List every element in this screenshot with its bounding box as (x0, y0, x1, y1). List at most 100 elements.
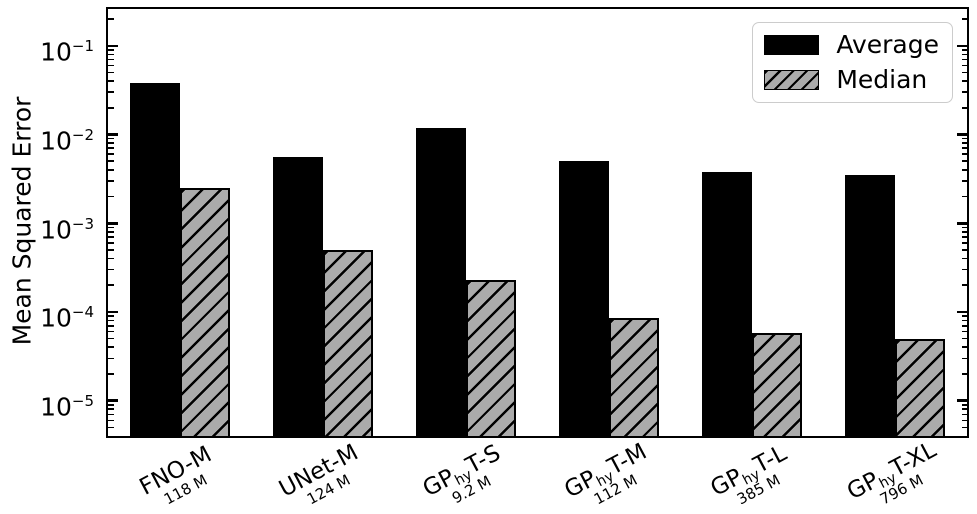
legend-swatch-average-icon (764, 35, 820, 55)
y-minor-tick (108, 71, 114, 74)
y-minor-tick (961, 419, 967, 422)
y-minor-tick (108, 160, 114, 163)
y-minor-tick (961, 160, 967, 163)
y-minor-tick (961, 257, 967, 260)
y-major-tick (957, 399, 967, 402)
y-minor-tick (961, 408, 967, 411)
y-minor-tick (108, 169, 114, 171)
bar-median-unet-m (322, 249, 373, 436)
y-minor-tick (108, 330, 114, 333)
legend-label-average: Average (836, 30, 939, 59)
y-minor-tick (961, 315, 967, 317)
y-minor-tick (108, 58, 114, 61)
bar-average-gphyt-s (415, 128, 466, 436)
y-tick-exponent: −1 (71, 37, 94, 56)
y-minor-tick (961, 80, 967, 82)
y-minor-tick (961, 413, 967, 416)
y-minor-tick (961, 403, 967, 406)
y-minor-tick (108, 231, 114, 233)
bar-median-fno-m (179, 187, 230, 436)
y-minor-tick (961, 147, 967, 150)
y-minor-tick (108, 426, 114, 429)
bar-median-gphyt-m (609, 318, 660, 436)
y-minor-tick (961, 249, 967, 251)
y-minor-tick (961, 142, 967, 144)
y-minor-tick (108, 403, 114, 406)
bar-average-unet-m (272, 156, 323, 436)
legend-label-median: Median (836, 65, 928, 94)
y-minor-tick (961, 324, 967, 327)
y-minor-tick (961, 319, 967, 322)
y-minor-tick (108, 249, 114, 251)
y-minor-tick (108, 147, 114, 150)
y-tick-label: 10−5 (40, 392, 94, 422)
y-minor-tick (108, 419, 114, 422)
y-major-tick (108, 44, 118, 48)
y-tick-exponent: −3 (71, 214, 94, 233)
y-major-tick (957, 310, 967, 314)
y-minor-tick (961, 195, 967, 198)
y-minor-tick (961, 107, 967, 109)
y-major-tick (108, 310, 118, 314)
legend-swatch-median-icon (764, 70, 820, 90)
y-minor-tick (961, 180, 967, 182)
y-tick-label: 10−1 (40, 37, 94, 67)
y-major-tick (108, 133, 118, 136)
plot-area: Average Median (106, 7, 969, 438)
y-major-tick (108, 399, 118, 402)
y-minor-tick (961, 53, 967, 56)
legend-item-average: Average (764, 32, 939, 58)
legend-item-median: Median (764, 67, 939, 93)
y-minor-tick (108, 53, 114, 56)
y-minor-tick (108, 337, 114, 340)
y-minor-tick (108, 91, 114, 93)
y-minor-tick (961, 153, 967, 155)
y-minor-tick (961, 268, 967, 271)
y-minor-tick (108, 64, 114, 67)
y-minor-tick (961, 231, 967, 233)
y-minor-tick (108, 236, 114, 238)
y-minor-tick (108, 107, 114, 109)
y-minor-tick (108, 226, 114, 229)
y-minor-tick (961, 284, 967, 287)
y-tick-label: 10−3 (40, 214, 94, 245)
y-tick-exponent: −4 (71, 303, 94, 322)
y-minor-tick (108, 153, 114, 155)
y-minor-tick (108, 142, 114, 144)
y-minor-tick (108, 49, 114, 51)
y-tick-exponent: −5 (71, 392, 94, 411)
bar-median-gphyt-s (465, 279, 516, 436)
y-minor-tick (961, 330, 967, 333)
y-minor-tick (961, 226, 967, 229)
bar-average-gphyt-l (702, 171, 753, 436)
y-minor-tick (108, 413, 114, 416)
y-tick-label: 10−4 (40, 303, 94, 333)
y-major-tick (957, 221, 967, 225)
y-minor-tick (961, 137, 967, 140)
y-major-tick (957, 44, 967, 48)
bar-average-fno-m (129, 83, 180, 436)
y-minor-tick (108, 324, 114, 327)
y-minor-tick (108, 18, 114, 20)
y-minor-tick (108, 195, 114, 198)
y-minor-tick (961, 18, 967, 20)
y-major-tick (957, 133, 967, 136)
y-minor-tick (108, 257, 114, 260)
y-tick-label: 10−2 (40, 126, 94, 156)
y-minor-tick (108, 319, 114, 322)
y-minor-tick (961, 337, 967, 340)
y-minor-tick (961, 91, 967, 93)
y-minor-tick (961, 357, 967, 360)
bar-average-gphyt-xl (845, 175, 896, 436)
y-minor-tick (961, 373, 967, 375)
y-minor-tick (108, 180, 114, 182)
bar-median-gphyt-xl (895, 338, 946, 436)
y-minor-tick (108, 357, 114, 360)
y-major-tick (108, 221, 118, 225)
legend: Average Median (752, 22, 953, 103)
y-minor-tick (108, 373, 114, 375)
bar-average-gphyt-m (559, 161, 610, 436)
y-minor-tick (961, 236, 967, 238)
y-minor-tick (108, 80, 114, 82)
